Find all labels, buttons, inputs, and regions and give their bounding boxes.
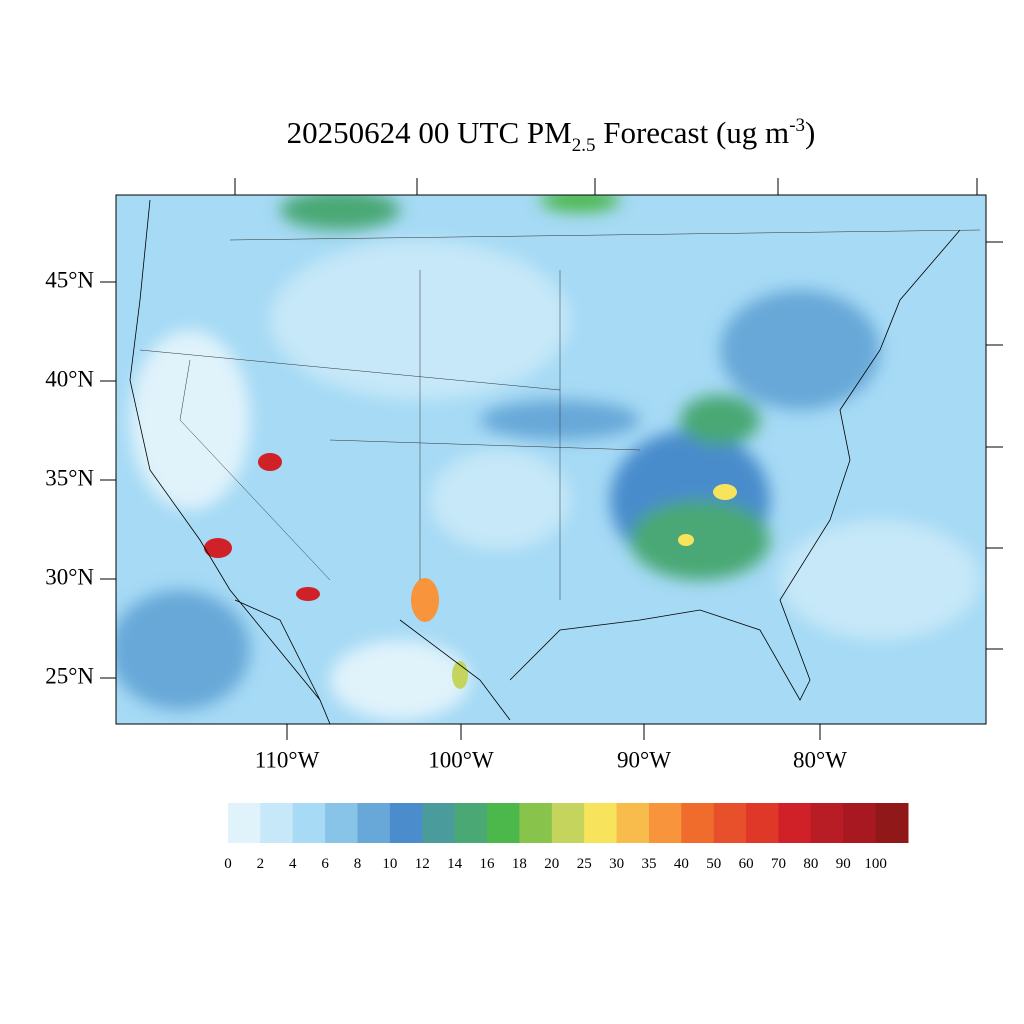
colorbar-label: 40 <box>674 856 689 872</box>
colorbar-box <box>325 803 359 843</box>
title-mid: Forecast (ug m <box>595 115 789 150</box>
colorbar-label: 12 <box>415 856 430 872</box>
colorbar-label: 35 <box>641 856 656 872</box>
colorbar-label: 80 <box>803 856 818 872</box>
colorbar-box <box>551 803 585 843</box>
title-end: ) <box>805 115 815 150</box>
colorbar-box <box>778 803 812 843</box>
title-sub: 2.5 <box>572 135 596 156</box>
colorbar-box <box>616 803 650 843</box>
colorbar-box <box>713 803 747 843</box>
lat-label: 45°N <box>45 267 94 292</box>
colorbar-label: 2 <box>257 856 265 872</box>
colorbar-label: 14 <box>447 856 463 872</box>
map-field <box>116 195 986 724</box>
colorbar-box <box>584 803 618 843</box>
colorbar-box <box>519 803 553 843</box>
colorbar-box <box>681 803 715 843</box>
colorbar-label: 25 <box>577 856 592 872</box>
colorbar-label: 10 <box>382 856 397 872</box>
map-frame <box>115 194 987 725</box>
lon-label: 80°W <box>793 747 847 772</box>
title-sup: -3 <box>789 115 805 136</box>
title-main: 20250624 00 UTC PM <box>287 115 572 150</box>
colorbar-box <box>487 803 520 843</box>
colorbar-label: 6 <box>321 856 329 872</box>
title: 20250624 00 UTC PM2.5 Forecast (ug m-3) <box>287 115 816 156</box>
colorbar-label: 16 <box>480 856 496 872</box>
colorbar-box <box>422 803 456 843</box>
lon-label: 110°W <box>255 747 320 772</box>
colorbar-box <box>454 803 488 843</box>
colorbar-box <box>292 803 326 843</box>
lat-label: 25°N <box>45 663 94 688</box>
colorbar-label: 100 <box>864 856 887 872</box>
ticks <box>100 178 1003 740</box>
colorbar-label: 0 <box>224 856 232 872</box>
lat-label: 40°N <box>45 366 94 391</box>
lon-label: 90°W <box>617 747 671 772</box>
colorbar-label: 30 <box>609 856 624 872</box>
colorbar-label: 4 <box>289 856 297 872</box>
colorbar-label: 60 <box>739 856 754 872</box>
colorbar-label: 20 <box>544 856 559 872</box>
colorbar-box <box>648 803 682 843</box>
colorbar-box <box>810 803 844 843</box>
colorbar-label: 70 <box>771 856 786 872</box>
colorbar-box <box>746 803 779 843</box>
colorbar-box <box>389 803 423 843</box>
colorbar-label: 18 <box>512 856 527 872</box>
colorbar-label: 90 <box>836 856 851 872</box>
colorbar-box <box>875 803 909 843</box>
colorbar-box <box>260 803 294 843</box>
colorbar-label: 50 <box>706 856 721 872</box>
colorbar-label: 8 <box>354 856 362 872</box>
colorbar-box <box>843 803 877 843</box>
colorbar-box <box>357 803 391 843</box>
colorbar-box <box>228 803 261 843</box>
lat-label: 35°N <box>45 465 94 490</box>
lon-label: 100°W <box>428 747 494 772</box>
lat-label: 30°N <box>45 564 94 589</box>
